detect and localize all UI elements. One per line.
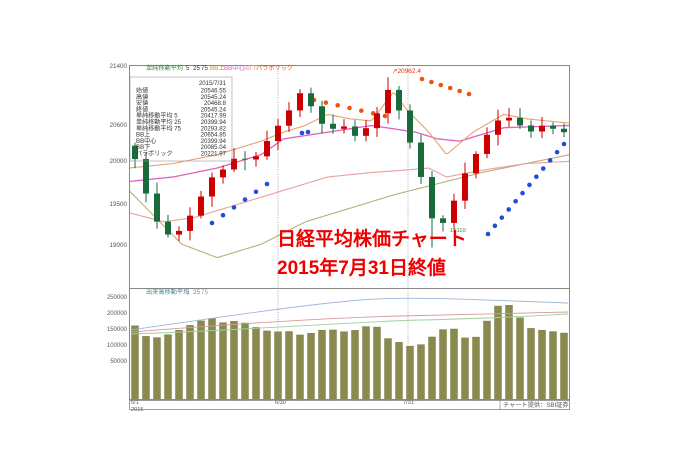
svg-text:250000: 250000	[107, 295, 128, 301]
svg-text:2015年7月31日終値: 2015年7月31日終値	[277, 256, 446, 279]
svg-text:BB中心: BB中心	[224, 64, 245, 72]
svg-text:19000: 19000	[109, 242, 127, 249]
svg-text:19500: 19500	[109, 201, 127, 208]
svg-text:BB上: BB上	[210, 64, 224, 72]
svg-text:100000: 100000	[107, 343, 128, 349]
svg-text:75: 75	[201, 65, 208, 72]
svg-text:パラボリック: パラボリック	[136, 150, 173, 158]
svg-text:25: 25	[193, 65, 200, 72]
svg-text:21400: 21400	[109, 63, 127, 70]
svg-text:日経平均株価チャート: 日経平均株価チャート	[277, 227, 467, 250]
svg-text:出来高移動平均: 出来高移動平均	[146, 288, 189, 296]
svg-text:2015/7/31: 2015/7/31	[199, 80, 227, 87]
svg-text:20221.97: 20221.97	[201, 151, 227, 158]
svg-text:20600: 20600	[109, 122, 127, 129]
svg-text:150000: 150000	[107, 327, 128, 333]
svg-text:パラボリック: パラボリック	[256, 64, 293, 72]
svg-text:25: 25	[193, 289, 200, 296]
svg-text:↗20962.4: ↗20962.4	[392, 68, 421, 75]
svg-text:チャート提供：SBI証券: チャート提供：SBI証券	[503, 401, 569, 409]
svg-text:20000: 20000	[109, 158, 127, 165]
svg-text:単純移動平均: 単純移動平均	[146, 64, 183, 72]
svg-text:5: 5	[186, 289, 190, 296]
svg-text:5: 5	[186, 65, 190, 72]
svg-text:75: 75	[201, 289, 208, 296]
svg-text:200000: 200000	[107, 311, 128, 317]
svg-text:50000: 50000	[110, 359, 127, 365]
svg-text:2015: 2015	[131, 407, 143, 413]
